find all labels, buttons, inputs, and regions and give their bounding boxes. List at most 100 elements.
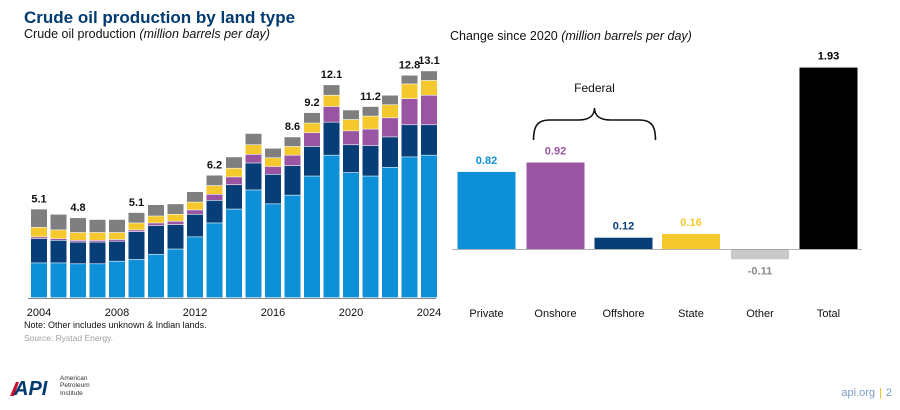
production-stacked-bar-chart: 5.1 4.8 5.1 6.2 8.6 9.2 12.1 11.2 12.813.1 2004 20…: [27, 55, 441, 319]
total-label-2017: 8.6: [285, 121, 300, 133]
bar-private-2004: [31, 263, 47, 298]
bar-offshore-2007: [89, 242, 106, 264]
bar-private-2009: [128, 259, 145, 298]
bar-state-2021: [362, 116, 379, 129]
org-line-1: American: [60, 374, 88, 382]
bar-onshore-2016: [265, 166, 281, 175]
bar-state-2006: [70, 232, 86, 241]
bar-offshore-2020: [343, 145, 359, 173]
bar-offshore-2022: [382, 137, 398, 168]
bar-state-2024: [421, 80, 437, 95]
change-bar-other: [731, 249, 789, 260]
bar-state-2013: [206, 185, 223, 194]
x-tick-label-2020: 2020: [339, 307, 363, 319]
bar-state-2004: [31, 227, 47, 237]
category-label-offshore: Offshore: [603, 308, 645, 320]
x-tick-label-2008: 2008: [105, 307, 129, 319]
change-bar-total: [799, 67, 858, 249]
bar-other-2012: [187, 191, 203, 202]
bar-state-2015: [245, 145, 262, 155]
bar-onshore-2022: [382, 118, 398, 137]
bar-private-2013: [206, 223, 223, 298]
bar-state-2016: [265, 158, 281, 167]
total-label-2009: 5.1: [129, 197, 144, 209]
bar-onshore-2017: [284, 155, 301, 166]
bar-private-2010: [148, 254, 164, 298]
bar-offshore-2023: [401, 125, 418, 157]
change-value-label-private: 0.82: [476, 155, 497, 167]
site-link[interactable]: api.org: [841, 387, 876, 399]
org-line-3: Institute: [60, 389, 83, 397]
bar-onshore-2020: [343, 131, 359, 145]
bar-offshore-2017: [284, 165, 301, 195]
bar-offshore-2016: [265, 174, 281, 204]
bar-offshore-2014: [226, 185, 242, 209]
bar-other-2024: [421, 71, 437, 81]
bar-offshore-2024: [421, 125, 437, 155]
left-chart-subtitle: Crude oil production (million barrels pe…: [24, 27, 270, 41]
bar-offshore-2010: [148, 225, 164, 254]
logo-text: API: [13, 378, 48, 398]
bar-state-2023: [401, 84, 418, 99]
bar-offshore-2009: [128, 231, 145, 260]
left-subtitle-units: (million barrels per day): [139, 27, 270, 41]
change-bar-private: [457, 171, 516, 249]
bar-onshore-2014: [226, 177, 242, 185]
bar-private-2023: [401, 157, 418, 298]
bar-other-2020: [343, 110, 359, 120]
right-subtitle-units: (million barrels per day): [561, 29, 692, 43]
bar-onshore-2011: [167, 221, 184, 225]
bar-onshore-2009: [128, 230, 145, 232]
change-value-label-state: 0.16: [680, 217, 701, 229]
bar-private-2006: [70, 264, 86, 298]
change-bar-offshore: [594, 237, 653, 249]
x-tick-label-2024: 2024: [417, 307, 441, 319]
bar-onshore-2013: [206, 194, 223, 201]
bar-private-2021: [362, 176, 379, 298]
change-value-label-offshore: 0.12: [613, 221, 634, 233]
org-line-2: Petroleum: [60, 382, 90, 390]
bar-other-2005: [50, 214, 67, 230]
total-label-2021: 11.2: [360, 91, 381, 103]
bar-offshore-2011: [167, 225, 184, 249]
federal-bracket: [532, 107, 657, 141]
chart-source: Source: Rystad Energy.: [24, 333, 114, 343]
total-label-2018: 9.2: [304, 97, 319, 109]
right-chart-subtitle: Change since 2020 (million barrels per d…: [450, 29, 692, 43]
bar-onshore-2021: [362, 129, 379, 146]
bar-private-2005: [50, 263, 67, 298]
bar-private-2018: [304, 176, 320, 298]
left-subtitle-main: Crude oil production: [24, 27, 136, 41]
x-tick-label-2012: 2012: [183, 307, 207, 319]
total-label-2024: 13.1: [418, 55, 439, 67]
change-value-label-onshore: 0.92: [545, 146, 566, 158]
bar-other-2009: [128, 212, 145, 223]
api-logo-icon: API: [10, 378, 48, 398]
bar-onshore-2008: [109, 239, 125, 241]
bar-onshore-2012: [187, 210, 203, 214]
x-tick-label-2016: 2016: [261, 307, 285, 319]
bar-state-2014: [226, 168, 242, 177]
bar-private-2008: [109, 261, 125, 298]
category-label-state: State: [678, 308, 704, 320]
bar-offshore-2004: [31, 238, 47, 263]
bar-onshore-2018: [304, 132, 320, 147]
total-label-2006: 4.8: [70, 202, 85, 214]
bar-onshore-2004: [31, 237, 47, 239]
bar-offshore-2015: [245, 163, 262, 190]
bar-other-2011: [167, 204, 184, 214]
total-label-2004: 5.1: [31, 193, 46, 205]
bar-private-2024: [421, 155, 437, 298]
category-label-onshore: Onshore: [534, 308, 576, 320]
bar-other-2010: [148, 205, 164, 216]
chart-note: Note: Other includes unknown & Indian la…: [24, 320, 207, 330]
bar-private-2019: [323, 155, 340, 298]
api-logo: API American Petroleum Institute: [8, 374, 90, 398]
bar-state-2011: [167, 214, 184, 221]
bar-state-2008: [109, 232, 125, 240]
bar-private-2014: [226, 209, 242, 298]
bar-state-2017: [284, 146, 301, 155]
bar-other-2023: [401, 75, 418, 84]
bar-other-2008: [109, 219, 125, 233]
bar-other-2013: [206, 175, 223, 186]
